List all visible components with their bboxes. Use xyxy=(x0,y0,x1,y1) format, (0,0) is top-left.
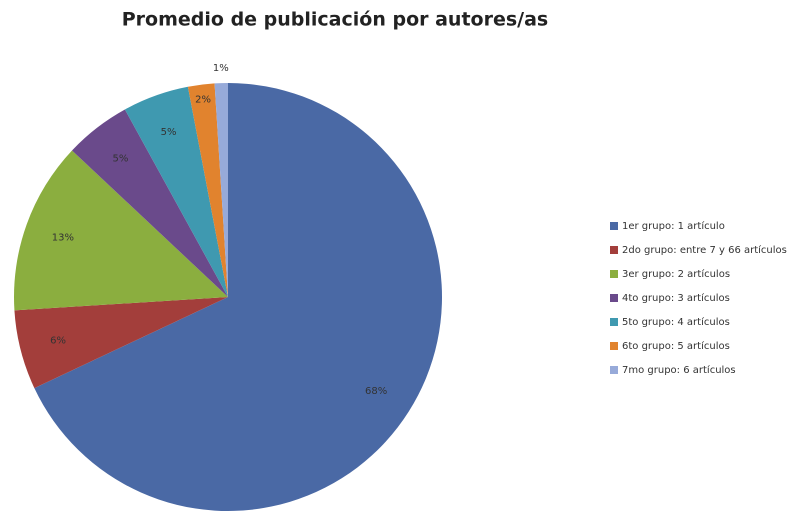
chart-title: Promedio de publicación por autores/as xyxy=(122,9,548,31)
legend-swatch xyxy=(610,366,618,374)
pie-slice xyxy=(214,83,228,297)
data-label: 13% xyxy=(52,233,74,244)
pie-slice xyxy=(34,83,443,511)
legend-label: 2do grupo: entre 7 y 66 artículos xyxy=(622,244,787,256)
legend-label: 4to grupo: 3 artículos xyxy=(622,292,730,304)
pie-slice xyxy=(14,297,228,389)
legend-label: 1er grupo: 1 artículo xyxy=(622,220,725,232)
legend-swatch xyxy=(610,294,618,302)
data-label: 2% xyxy=(195,95,211,106)
legend-label: 6to grupo: 5 artículos xyxy=(622,340,730,352)
data-label: 6% xyxy=(50,336,66,347)
pie-slice xyxy=(14,150,229,311)
pie-slice xyxy=(187,83,228,298)
data-label: 5% xyxy=(113,153,129,164)
data-label: 5% xyxy=(161,127,177,138)
legend-swatch xyxy=(610,246,618,254)
data-label: 1% xyxy=(213,63,229,74)
legend-label: 3er grupo: 2 artículos xyxy=(622,268,730,280)
legend-swatch xyxy=(610,342,618,350)
data-label: 68% xyxy=(365,386,387,397)
legend-swatch xyxy=(610,222,618,230)
pie-slice xyxy=(124,86,228,297)
legend-label: 5to grupo: 4 artículos xyxy=(622,316,730,328)
legend-label: 7mo grupo: 6 artículos xyxy=(622,364,736,376)
pie-slice xyxy=(72,109,228,297)
legend-swatch xyxy=(610,318,618,326)
legend-swatch xyxy=(610,270,618,278)
